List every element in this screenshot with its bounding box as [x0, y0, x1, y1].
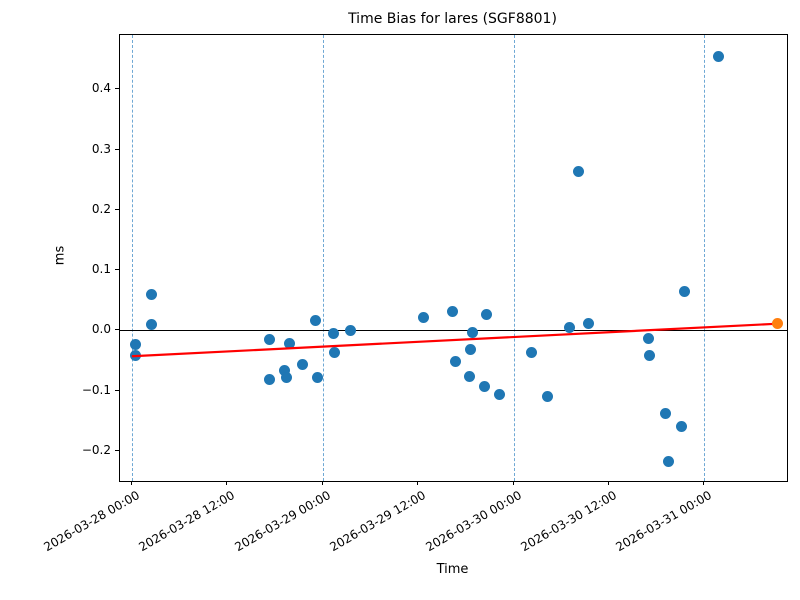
y-tick-label: −0.2 [81, 442, 111, 457]
y-tick-mark [115, 329, 119, 331]
data-point [541, 391, 553, 403]
data-point [463, 371, 475, 383]
x-tick-label: 2026-03-29 00:00 [232, 488, 333, 555]
data-point [525, 346, 537, 358]
x-tick-label: 2026-03-30 12:00 [518, 488, 619, 555]
data-point [466, 327, 478, 339]
data-point [145, 289, 157, 301]
x-tick-label: 2026-03-31 00:00 [613, 488, 715, 555]
data-point [643, 349, 655, 361]
data-point [130, 339, 142, 351]
data-point [446, 305, 458, 317]
data-point [480, 308, 492, 320]
data-point [582, 318, 594, 330]
data-point [284, 338, 296, 350]
data-point [572, 166, 584, 178]
y-tick-label: 0.1 [91, 262, 111, 277]
y-tick-mark [115, 269, 119, 271]
x-tick-label: 2026-03-28 12:00 [136, 488, 238, 555]
trend-line [131, 322, 778, 358]
y-tick-label: 0.3 [91, 141, 111, 156]
y-tick-label: 0.4 [91, 81, 111, 96]
x-tick-mark [417, 481, 419, 485]
plot-area [119, 34, 788, 482]
data-point [678, 286, 690, 298]
y-tick-label: −0.1 [81, 382, 111, 397]
y-tick-label: 0.2 [91, 201, 111, 216]
highlight-point [772, 318, 784, 330]
chart-title: Time Bias for lares (SGF8801) [348, 11, 557, 27]
x-tick-label: 2026-03-28 00:00 [41, 488, 142, 555]
data-point [662, 456, 674, 468]
day-gridline [131, 35, 133, 481]
data-point [563, 322, 575, 334]
day-gridline [513, 35, 515, 481]
day-gridline [704, 35, 706, 481]
data-point [145, 319, 157, 331]
y-tick-mark [115, 148, 119, 150]
data-point [449, 356, 461, 368]
day-gridline [322, 35, 324, 481]
y-tick-mark [115, 88, 119, 90]
data-point [464, 344, 476, 356]
y-tick-mark [115, 389, 119, 391]
y-tick-mark [115, 449, 119, 451]
data-point [675, 421, 687, 433]
data-point [280, 372, 292, 384]
x-tick-mark [226, 481, 228, 485]
x-tick-mark [607, 481, 609, 485]
y-tick-label: 0.0 [91, 322, 111, 337]
data-point [478, 381, 490, 393]
x-tick-mark [703, 481, 705, 485]
x-tick-mark [321, 481, 323, 485]
data-point [264, 374, 276, 386]
y-axis-label: ms [52, 245, 68, 266]
data-point [297, 359, 309, 371]
data-point [344, 325, 356, 337]
x-tick-label: 2026-03-30 00:00 [422, 488, 524, 555]
y-tick-mark [115, 208, 119, 210]
data-point [493, 389, 505, 401]
data-point [327, 328, 339, 340]
data-point [263, 334, 275, 346]
data-point [417, 311, 429, 323]
data-point [712, 51, 724, 63]
data-point [279, 364, 291, 376]
x-tick-mark [512, 481, 514, 485]
data-point [311, 372, 323, 384]
data-point [309, 314, 321, 326]
data-point [328, 346, 340, 358]
zero-line [120, 330, 787, 332]
x-axis-label: Time [436, 562, 469, 577]
x-tick-label: 2026-03-29 12:00 [327, 488, 429, 555]
data-point [642, 333, 654, 345]
data-point [659, 407, 671, 419]
x-tick-mark [130, 481, 132, 485]
